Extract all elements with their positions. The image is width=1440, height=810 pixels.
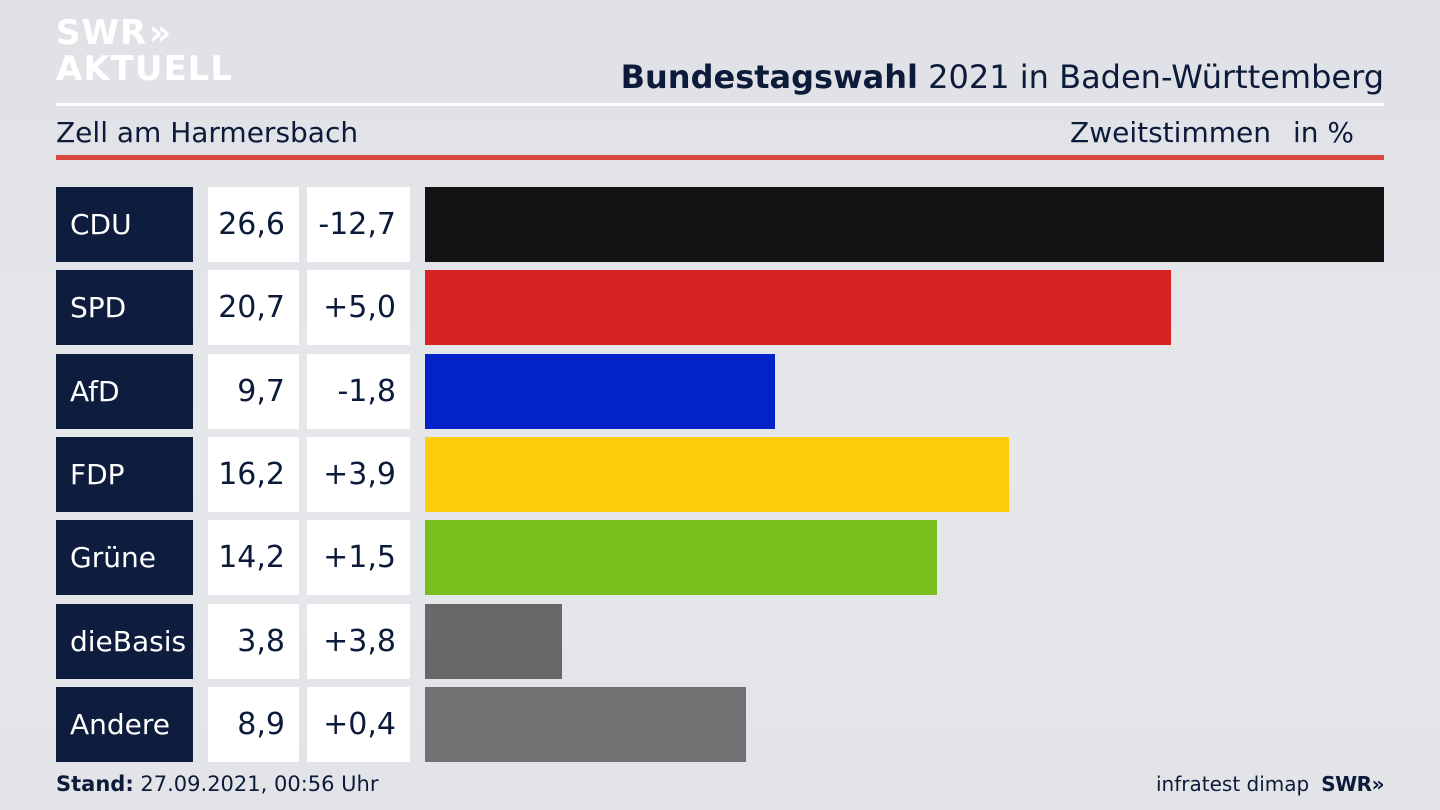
- chart-row: dieBasis 3,8 +3,8: [56, 603, 1384, 679]
- metric-label: Zweitstimmen in %: [1070, 116, 1354, 149]
- vote-share-bar: [425, 520, 937, 596]
- party-label: Andere: [56, 686, 193, 762]
- swr-brand-logo: SWR»: [1321, 772, 1384, 796]
- chart-row: Andere 8,9 +0,4: [56, 686, 1384, 762]
- swr-aktuell-logo: SWR» AKTUELL: [56, 16, 233, 86]
- vote-share-bar: [425, 603, 562, 679]
- vote-share-bar: [425, 686, 746, 762]
- vote-share-bar: [425, 270, 1171, 346]
- header-divider: [56, 103, 1384, 106]
- party-label: Grüne: [56, 520, 193, 596]
- party-label: CDU: [56, 187, 193, 262]
- page-title: Bundestagswahl 2021 in Baden-Württemberg: [621, 58, 1384, 96]
- vote-share-bar: [425, 436, 1009, 512]
- timestamp: Stand: 27.09.2021, 00:56 Uhr: [56, 772, 379, 796]
- party-label: dieBasis: [56, 603, 193, 679]
- footer-credits: infratest dimap SWR»: [1156, 772, 1384, 796]
- change-value: +1,5: [307, 520, 410, 596]
- chart-row: SPD 20,7 +5,0: [56, 270, 1384, 346]
- vote-share-value: 20,7: [208, 270, 299, 346]
- accent-divider: [56, 155, 1384, 160]
- vote-share-bar: [425, 353, 775, 429]
- change-value: +3,9: [307, 436, 410, 512]
- metric-unit: in %: [1292, 116, 1354, 149]
- vote-share-value: 8,9: [208, 686, 299, 762]
- chart-row: CDU 26,6 -12,7: [56, 187, 1384, 262]
- stand-label: Stand:: [56, 772, 134, 796]
- vote-share-value: 26,6: [208, 187, 299, 262]
- chart-row: Grüne 14,2 +1,5: [56, 520, 1384, 596]
- party-label: FDP: [56, 436, 193, 512]
- metric-name: Zweitstimmen: [1070, 116, 1271, 149]
- party-label: SPD: [56, 270, 193, 346]
- vote-share-value: 14,2: [208, 520, 299, 596]
- change-value: +3,8: [307, 603, 410, 679]
- stand-value: 27.09.2021, 00:56 Uhr: [133, 772, 379, 796]
- logo-chevrons-icon: »: [149, 13, 171, 53]
- logo-swr: SWR: [56, 13, 148, 53]
- change-value: +0,4: [307, 686, 410, 762]
- change-value: -12,7: [307, 187, 410, 262]
- title-bold: Bundestagswahl: [620, 58, 918, 96]
- vote-share-value: 3,8: [208, 603, 299, 679]
- logo-aktuell: AKTUELL: [56, 49, 234, 89]
- vote-share-value: 9,7: [208, 353, 299, 429]
- location-subtitle: Zell am Harmersbach: [56, 116, 359, 149]
- title-rest: 2021 in Baden-Württemberg: [917, 58, 1384, 96]
- chart-row: FDP 16,2 +3,9: [56, 436, 1384, 512]
- change-value: +5,0: [307, 270, 410, 346]
- party-label: AfD: [56, 353, 193, 429]
- source-label: infratest dimap: [1156, 772, 1310, 796]
- vote-share-bar: [425, 187, 1384, 262]
- chart-row: AfD 9,7 -1,8: [56, 353, 1384, 429]
- vote-share-value: 16,2: [208, 436, 299, 512]
- change-value: -1,8: [307, 353, 410, 429]
